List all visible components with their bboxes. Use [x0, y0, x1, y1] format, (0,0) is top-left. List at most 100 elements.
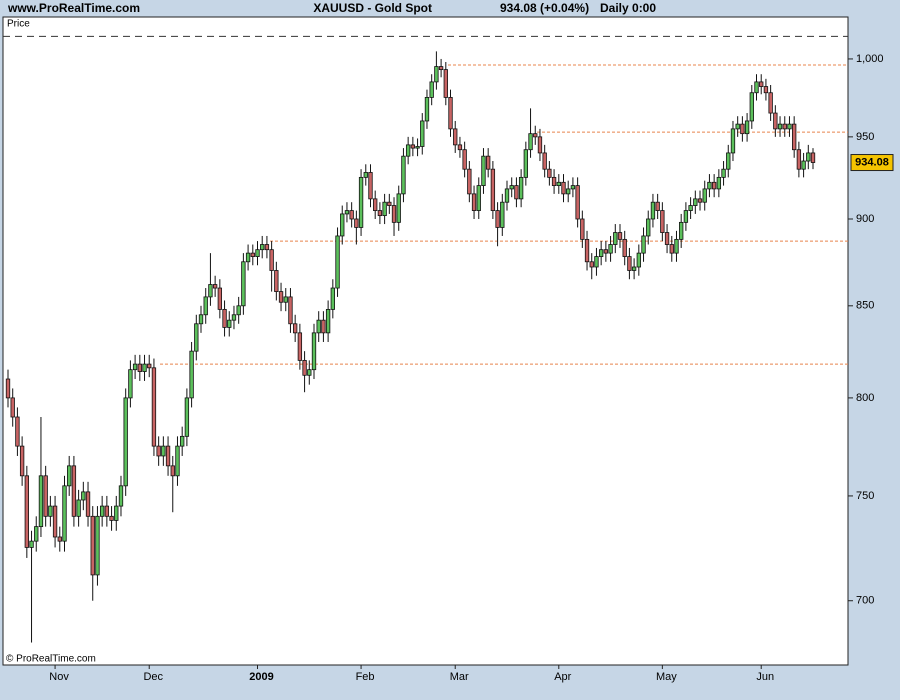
candle-body [344, 210, 350, 215]
candle-body [528, 133, 533, 151]
y-tick-label: 750 [856, 490, 874, 502]
candle-body [735, 123, 740, 130]
candle-body [114, 505, 119, 521]
candle-body [471, 193, 477, 211]
candle-body [161, 445, 166, 457]
y-tick-label: 700 [856, 595, 874, 607]
candle-body [401, 155, 406, 195]
candle-body [302, 359, 307, 376]
candle-body [38, 475, 44, 528]
candle-body [325, 308, 331, 334]
candle-body [693, 198, 698, 206]
candle-body [420, 120, 425, 147]
candle-body [123, 397, 128, 487]
last-price-label: 934.08 [855, 156, 889, 168]
x-tick-label: Dec [143, 671, 163, 683]
candle-body [749, 92, 754, 122]
candle-body [245, 252, 251, 263]
candle-body [613, 232, 618, 245]
candle-body [151, 367, 157, 447]
candle-body [636, 252, 641, 268]
candle-body [19, 445, 25, 477]
candle-body [340, 213, 345, 237]
candle-body [608, 244, 613, 254]
candle-body [165, 445, 171, 467]
candle-body [330, 287, 335, 310]
candle-body [368, 172, 373, 200]
x-tick-label: Mar [450, 671, 469, 683]
candle-body [603, 249, 609, 254]
candle-body [773, 112, 778, 130]
candle-body [391, 205, 397, 223]
candle-body [81, 491, 86, 501]
candle-body [147, 363, 152, 369]
candle-body [490, 168, 496, 211]
candle-body [170, 465, 175, 477]
x-tick-label: May [656, 671, 677, 683]
candle-body [481, 155, 486, 187]
candle-body [405, 144, 411, 157]
candle-body [566, 188, 571, 195]
candle-body [241, 261, 246, 307]
candle-body [316, 319, 321, 334]
candle-body [669, 244, 674, 254]
candle-body [792, 123, 797, 151]
candle-body [796, 149, 802, 170]
quote: 934.08 (+0.04%) [500, 1, 589, 15]
candle-body [264, 244, 270, 251]
candle-body [655, 201, 660, 211]
candle-body [801, 160, 806, 170]
candle-body [787, 123, 792, 130]
candle-body [622, 238, 627, 257]
candle-body [156, 445, 161, 457]
chart-title: XAUUSD - Gold Spot [313, 1, 432, 15]
candle-body [118, 485, 124, 507]
candle-body [231, 314, 237, 321]
candle-body [175, 445, 180, 477]
x-tick-label: Apr [554, 671, 571, 683]
candle-body [48, 505, 53, 517]
candle-body [707, 181, 712, 190]
candle-body [580, 218, 585, 240]
candle-body [255, 249, 260, 257]
candle-body [598, 249, 604, 257]
candle-body [71, 465, 77, 517]
candle-body [759, 81, 764, 87]
candle-body [514, 185, 519, 200]
candle-body [198, 314, 204, 325]
x-tick-label: Jun [756, 671, 774, 683]
y-tick-label: 1,000 [856, 53, 884, 65]
candle-body [76, 499, 81, 517]
x-tick-label: Feb [356, 671, 375, 683]
candle-body [768, 92, 773, 114]
candle-body [250, 252, 255, 257]
candle-body [641, 235, 646, 254]
candle-body [697, 198, 703, 203]
candle-body [589, 261, 594, 268]
candle-body [24, 475, 29, 548]
candle-body [396, 193, 401, 223]
candle-body [500, 201, 505, 228]
candle-body [90, 515, 95, 576]
candle-body [664, 232, 670, 245]
candle-body [518, 176, 524, 200]
panel-label: Price [7, 19, 30, 30]
candle-body [217, 287, 223, 310]
candle-body [726, 152, 731, 170]
candle-body [476, 185, 481, 211]
candle-body [109, 515, 114, 521]
candle-body [57, 536, 62, 542]
candle-body [504, 188, 510, 203]
candle-body [448, 97, 453, 130]
candle-body [387, 201, 392, 206]
candle-body [453, 128, 458, 146]
candle-body [443, 69, 448, 98]
candle-body [222, 308, 227, 328]
candle-body [721, 168, 726, 178]
candle-body [104, 505, 110, 517]
candle-body [278, 291, 284, 303]
candle-body [584, 238, 590, 263]
candle-body [227, 319, 232, 328]
candle-body [128, 369, 133, 399]
